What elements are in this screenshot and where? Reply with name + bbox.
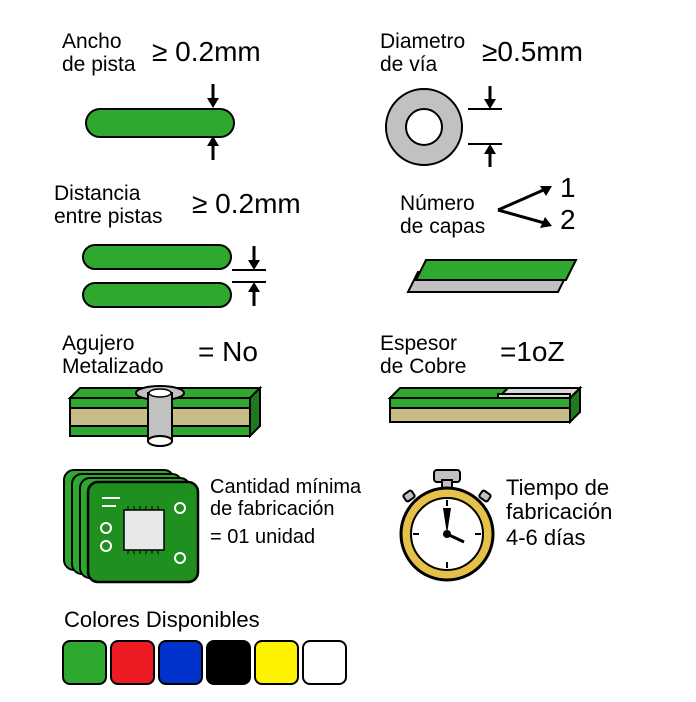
track-spacing-label: Distancia entre pistas [54,182,163,228]
via-ring-shape [382,85,467,170]
copper-weight-label: Espesor de Cobre [380,332,466,378]
pcb-stack-icon [62,468,202,586]
copper-weight-diagram [380,384,590,444]
track-width-value: ≥ 0.2mm [152,36,261,68]
lead-time-label: Tiempo de fabricación 4-6 días [506,476,612,551]
color-swatch [254,640,299,685]
plated-hole-value: = No [198,336,258,368]
layer-count-arrows [496,182,556,232]
layer-count-label: Número de capas [400,192,485,238]
plated-hole-label: Agujero Metalizado [62,332,164,378]
spacing-pill-top [82,244,232,270]
color-swatch [62,640,107,685]
track-width-arrows [198,78,228,170]
copper-weight-value: =1oZ [500,336,565,368]
color-swatch [110,640,155,685]
color-swatch [206,640,251,685]
color-swatch [302,640,347,685]
layer-count-1: 1 [560,172,576,204]
color-swatches [62,640,347,685]
plated-hole-diagram [60,380,270,458]
track-width-label: Ancho de pista [62,30,136,76]
layer-sheets [398,250,588,310]
color-swatch [158,640,203,685]
moq-label: Cantidad mínima de fabricación = 01 unid… [210,476,361,548]
spacing-pill-bottom [82,282,232,308]
via-diameter-label: Diametro de vía [380,30,465,76]
via-diameter-arrows [468,82,508,172]
colors-title: Colores Disponibles [64,608,260,632]
layer-count-2: 2 [560,204,576,236]
track-spacing-arrows [232,228,272,326]
via-diameter-value: ≥0.5mm [482,36,583,68]
track-spacing-value: ≥ 0.2mm [192,188,301,220]
stopwatch-icon [392,468,502,586]
